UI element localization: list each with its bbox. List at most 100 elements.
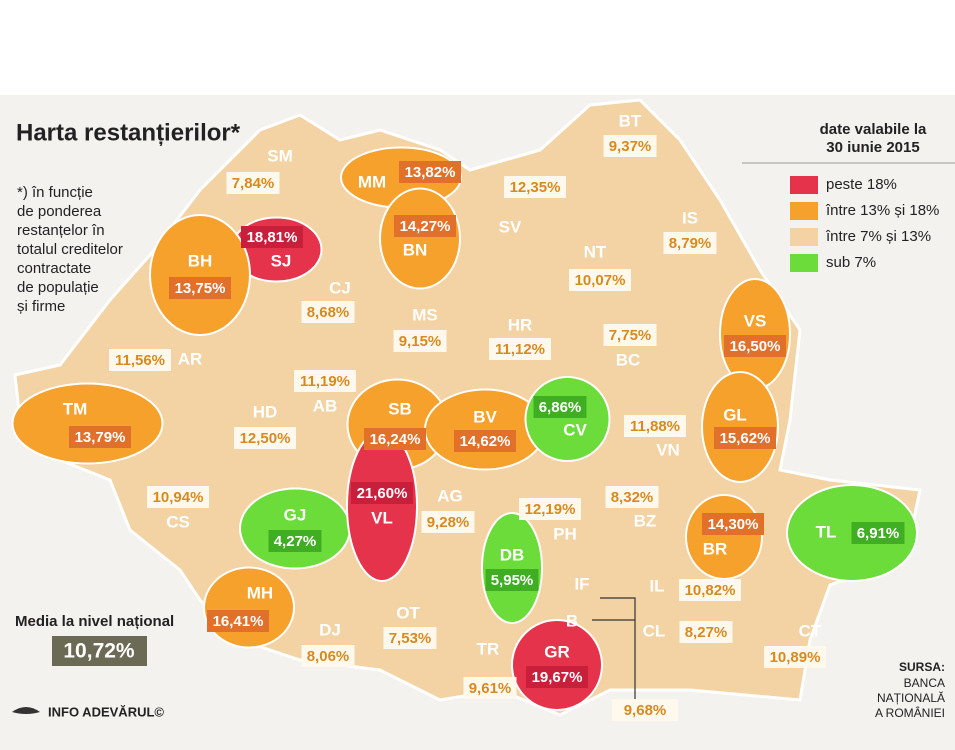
value-box [399, 161, 461, 183]
county-code: DJ [319, 620, 341, 639]
callout-line [592, 597, 636, 700]
county-value: 11,19% [300, 373, 350, 390]
county-code: IF [574, 574, 589, 593]
value-box [612, 699, 678, 721]
county-value: 12,35% [510, 179, 561, 196]
legend-swatch [790, 254, 818, 272]
value-box [463, 677, 517, 699]
value-box [351, 482, 413, 504]
county-code: BC [616, 350, 641, 369]
value-box [519, 498, 581, 520]
callout-value: 9,68% [624, 702, 667, 719]
county-code: B [566, 611, 578, 630]
value-box [393, 330, 447, 352]
county-value: 10,07% [575, 272, 626, 289]
county-code: CL [643, 621, 666, 640]
county-value: 16,50% [730, 338, 781, 355]
county-code: TR [477, 639, 500, 658]
county-code: NT [584, 242, 607, 261]
legend-swatch [790, 202, 818, 220]
county-code: GJ [284, 505, 307, 524]
county-value: 13,75% [175, 280, 226, 297]
county-value: 14,30% [708, 516, 759, 533]
county-value: 8,68% [307, 304, 350, 321]
county-value: 21,60% [357, 485, 408, 502]
value-box [663, 232, 717, 254]
county-region [524, 376, 611, 462]
value-box [702, 513, 764, 535]
value-box [454, 430, 516, 452]
county-value: 10,89% [770, 649, 821, 666]
legend-title: 30 iunie 2015 [826, 139, 919, 156]
value-box [526, 666, 588, 688]
county-code: BT [619, 111, 642, 130]
national-label: Media la nivel național [15, 613, 174, 630]
value-box [485, 569, 539, 591]
county-region [685, 494, 763, 580]
county-code: CV [563, 420, 587, 439]
value-box [489, 338, 551, 360]
value-box [241, 226, 303, 248]
note-line: *) în funcție [17, 184, 93, 201]
county-code: SJ [271, 251, 292, 270]
note-line: de ponderea [17, 203, 102, 220]
value-box [207, 610, 269, 632]
county-code: MH [247, 583, 273, 602]
county-value: 9,28% [427, 514, 470, 531]
county-value: 16,24% [370, 431, 421, 448]
county-value: 8,32% [611, 489, 654, 506]
county-value: 4,27% [274, 533, 317, 550]
value-box [394, 215, 456, 237]
value-box [679, 579, 741, 601]
value-box [533, 396, 587, 418]
county-code: SM [267, 146, 293, 165]
note-line: și firme [17, 298, 65, 315]
county-code: BH [188, 251, 213, 270]
value-box [764, 646, 826, 668]
county-value: 12,19% [525, 501, 576, 518]
legend-swatch [790, 228, 818, 246]
county-value: 14,27% [400, 218, 451, 235]
source-title: SURSA: [899, 660, 945, 674]
county-code: VL [371, 508, 393, 527]
value-box [69, 426, 131, 448]
county-code: SB [388, 399, 412, 418]
value-box [383, 627, 437, 649]
county-code: HR [508, 315, 533, 334]
county-value: 14,62% [460, 433, 511, 450]
legend-title: date valabile la [820, 121, 927, 138]
value-box [301, 301, 355, 323]
value-box [268, 530, 322, 552]
brand-logo [12, 707, 40, 714]
source-line: BANCA [904, 676, 945, 690]
value-box [294, 370, 356, 392]
county-code: IS [682, 208, 698, 227]
county-code: OT [396, 603, 420, 622]
county-value: 13,82% [405, 164, 456, 181]
value-box [624, 415, 686, 437]
county-code: AG [437, 486, 463, 505]
county-code: VS [744, 311, 767, 330]
county-code: PH [553, 524, 577, 543]
county-value: 13,79% [75, 429, 126, 446]
county-code: MM [358, 172, 386, 191]
legend-label: între 13% și 18% [825, 202, 939, 219]
county-value: 11,56% [115, 352, 165, 369]
county-code: IL [649, 576, 664, 595]
county-value: 7,53% [389, 630, 432, 647]
source-line: NAȚIONALĂ [877, 690, 945, 705]
county-value: 9,15% [399, 333, 442, 350]
legend-label: peste 18% [826, 176, 897, 193]
county-region [203, 566, 295, 649]
county-code: BR [703, 539, 728, 558]
value-box [679, 621, 733, 643]
value-box [169, 277, 231, 299]
county-value: 7,84% [232, 175, 275, 192]
county-value: 8,79% [669, 235, 712, 252]
county-code: TM [63, 399, 88, 418]
county-region [719, 278, 791, 390]
note-line: contractate [17, 260, 91, 277]
county-region [149, 214, 251, 336]
county-code: HD [253, 402, 278, 421]
